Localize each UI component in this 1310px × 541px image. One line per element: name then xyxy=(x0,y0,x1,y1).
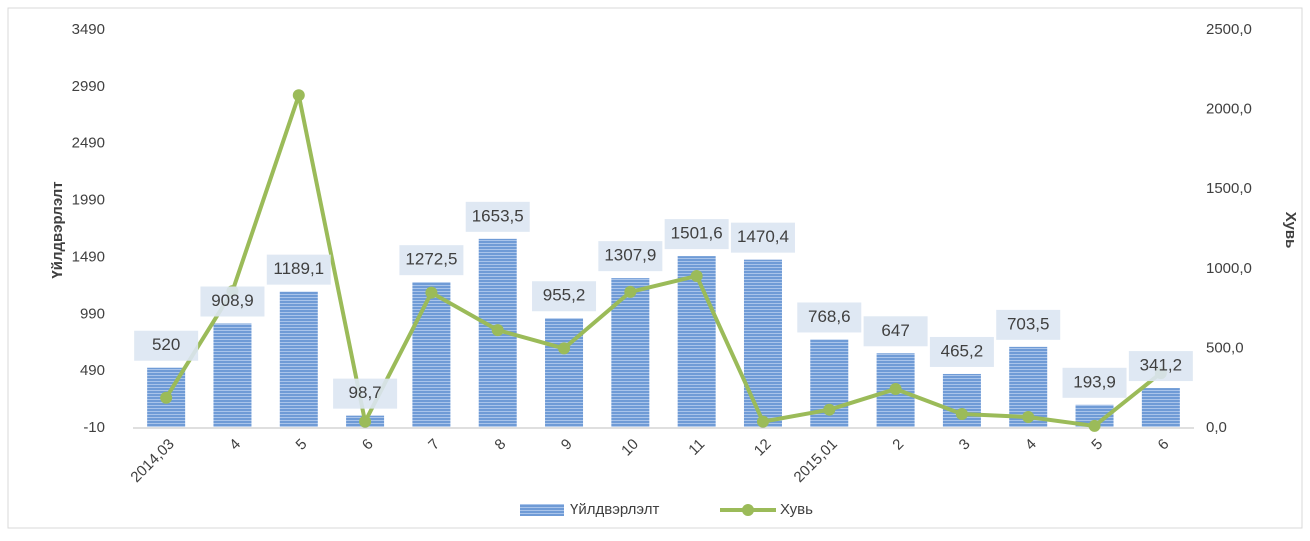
data-label: 465,2 xyxy=(941,341,984,360)
data-label: 647 xyxy=(881,321,909,340)
bar xyxy=(677,256,716,427)
y2-axis-title: Хувь xyxy=(1282,212,1299,249)
bar xyxy=(412,282,451,427)
line-point xyxy=(1088,419,1101,432)
line-point xyxy=(359,415,372,428)
data-label-box xyxy=(532,281,597,312)
data-label-box xyxy=(996,309,1061,340)
data-label: 341,2 xyxy=(1140,356,1183,375)
line-point xyxy=(491,324,504,337)
data-label-box xyxy=(266,254,331,285)
y2-tick-label: 2500,0 xyxy=(1206,21,1252,38)
data-label-box xyxy=(399,245,464,276)
line-point xyxy=(955,407,968,420)
bar xyxy=(1141,388,1180,427)
bar xyxy=(611,278,650,427)
y-tick-label: 3490 xyxy=(72,21,105,38)
data-label-box xyxy=(1062,367,1127,398)
y2-tick-label: 500,0 xyxy=(1206,339,1244,356)
data-label: 193,9 xyxy=(1073,372,1116,391)
y-tick-label: 1990 xyxy=(72,192,105,209)
y-tick-label: 2990 xyxy=(72,78,105,95)
data-label-box xyxy=(797,302,862,333)
line-point xyxy=(690,269,703,282)
data-label: 768,6 xyxy=(808,307,851,326)
line-point xyxy=(1022,411,1035,424)
line-point xyxy=(558,342,571,355)
bar xyxy=(1075,404,1114,427)
data-label-box xyxy=(333,378,398,409)
data-label-box xyxy=(1128,351,1193,382)
data-label-box xyxy=(134,330,199,361)
data-label-box xyxy=(730,222,795,253)
data-label-box xyxy=(863,316,928,347)
data-label-box xyxy=(664,219,729,250)
line-point xyxy=(756,415,769,428)
y-axis-title: Үйлдвэрлэлт xyxy=(49,181,66,278)
data-label: 1653,5 xyxy=(472,206,524,225)
data-label-box xyxy=(465,201,530,232)
y2-tick-label: 2000,0 xyxy=(1206,101,1252,118)
bar xyxy=(279,291,318,427)
y2-tick-label: 1000,0 xyxy=(1206,260,1252,277)
data-label-box xyxy=(200,286,265,317)
data-label: 703,5 xyxy=(1007,314,1050,333)
y-tick-label: 490 xyxy=(80,362,105,379)
line-point xyxy=(292,89,305,102)
y2-tick-label: 1500,0 xyxy=(1206,180,1252,197)
line-point xyxy=(889,382,902,395)
legend-label: Хувь xyxy=(780,501,813,518)
y-tick-label: 1490 xyxy=(72,248,105,265)
data-label: 1470,4 xyxy=(737,227,789,246)
data-label: 1189,1 xyxy=(273,259,324,278)
line-point xyxy=(425,286,438,299)
line xyxy=(164,93,1163,428)
legend-swatch xyxy=(742,504,754,516)
y2-tick-label: 0,0 xyxy=(1206,419,1227,436)
data-label: 955,2 xyxy=(543,286,586,305)
data-label: 98,7 xyxy=(349,383,382,402)
data-label-box xyxy=(598,241,663,272)
y-tick-label: 2490 xyxy=(72,135,105,152)
line-point xyxy=(624,285,637,298)
data-label: 1307,9 xyxy=(604,246,656,265)
y-tick-label: -10 xyxy=(83,419,105,436)
bar xyxy=(213,323,252,427)
data-label: 1501,6 xyxy=(671,224,723,243)
data-label: 520 xyxy=(152,335,180,354)
line-point xyxy=(160,391,173,404)
data-label: 908,9 xyxy=(211,291,254,310)
y-tick-label: 990 xyxy=(80,305,105,322)
data-label: 1272,5 xyxy=(405,250,457,269)
legend-swatch xyxy=(520,504,564,516)
legend-label: Үйлдвэрлэлт xyxy=(570,501,660,518)
bar xyxy=(743,259,782,427)
data-label-box xyxy=(929,336,994,367)
line-point xyxy=(823,403,836,416)
